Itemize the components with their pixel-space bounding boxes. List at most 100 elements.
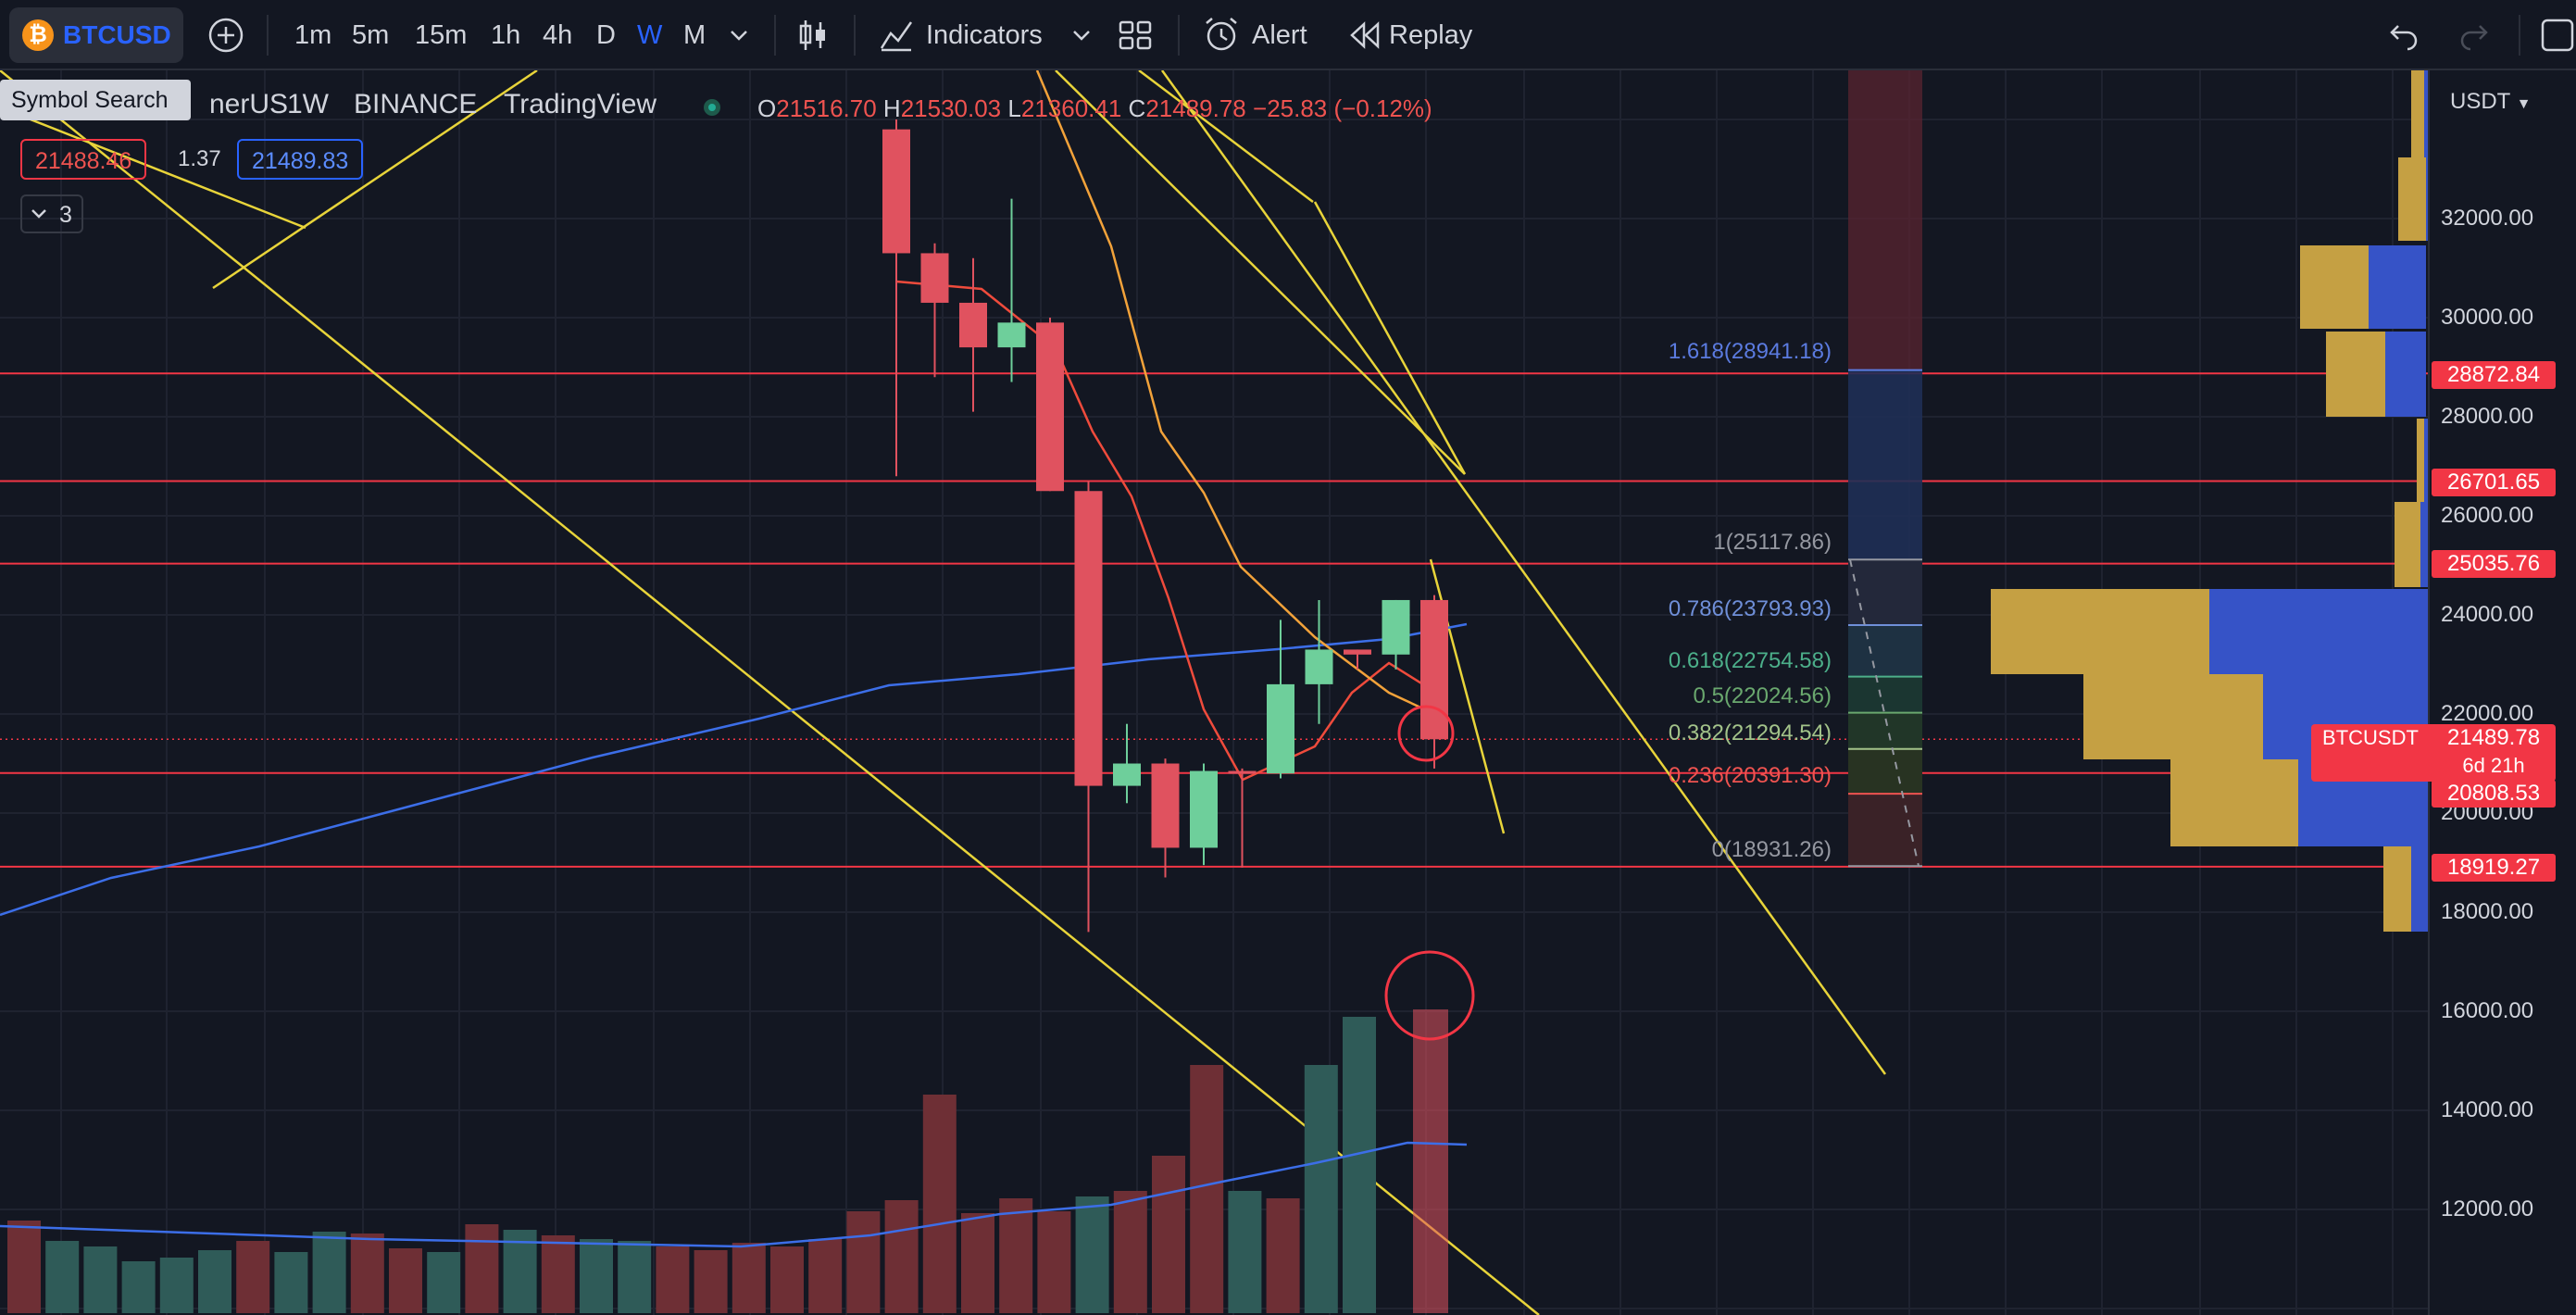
moving-averages <box>0 70 1468 1248</box>
fib-zone-0236 <box>1848 794 1922 867</box>
alarm-clock-icon[interactable] <box>1202 15 1241 54</box>
chevron-down-icon[interactable] <box>1070 26 1093 44</box>
candle-body <box>1267 683 1294 774</box>
candle-body <box>997 322 1026 348</box>
indicators-icon[interactable] <box>878 17 915 54</box>
volume-bar <box>1190 1065 1224 1313</box>
volume-bar <box>45 1241 80 1313</box>
price-tick: 14000.00 <box>2441 1097 2534 1122</box>
volume-bar <box>656 1246 690 1313</box>
fullscreen-icon[interactable] <box>2539 17 2576 54</box>
fib-zone-0618 <box>1848 676 1922 713</box>
timeframe-1m[interactable]: 1m <box>294 20 332 50</box>
undo-icon[interactable] <box>2387 19 2420 52</box>
candle-body <box>1074 491 1103 786</box>
toolbar-separator <box>2519 15 2520 56</box>
timeframe-1h[interactable]: 1h <box>491 20 521 50</box>
currency-selector[interactable]: USDT ▼ <box>2450 89 2532 114</box>
ma-red <box>895 280 1434 782</box>
annotation-circle-price <box>1397 705 1455 762</box>
candle-body <box>1420 599 1448 740</box>
candle-body <box>1228 770 1257 774</box>
volume-bar <box>1343 1017 1376 1313</box>
timeframe-d[interactable]: D <box>596 20 616 50</box>
candle-body <box>1190 770 1218 848</box>
chevron-down-icon[interactable] <box>728 26 750 44</box>
trend-line <box>0 106 306 230</box>
bar-countdown: 6d 21h <box>2462 754 2525 777</box>
symbol-search-button[interactable]: ₿ BTCUSD <box>9 7 183 63</box>
indicators-collapse-button[interactable]: 3 <box>20 194 83 233</box>
volume-bar <box>580 1239 613 1313</box>
volume-bar <box>121 1261 156 1313</box>
candle-body <box>882 129 910 254</box>
redo-icon[interactable] <box>2457 19 2491 52</box>
chart-canvas[interactable] <box>0 70 2428 1315</box>
ma-orange <box>1035 70 1445 720</box>
add-symbol-icon[interactable] <box>207 17 244 54</box>
timeframe-w[interactable]: W <box>637 20 663 50</box>
legend-symbol: nerUS <box>209 89 289 119</box>
toolbar-separator <box>267 15 269 56</box>
volume-bar <box>503 1230 537 1313</box>
timeframe-5m[interactable]: 5m <box>352 20 390 50</box>
fib-label-1618: 1.618(28941.18) <box>1668 339 1832 364</box>
change-value: −25.83 (−0.12%) <box>1253 94 1432 122</box>
fib-label-05: 0.5(22024.56) <box>1693 683 1832 708</box>
volume-profile-up <box>2326 332 2385 417</box>
high-value: 21530.03 <box>900 94 1002 122</box>
indicators-button[interactable]: Indicators <box>926 20 1043 50</box>
fib-label-1: 1(25117.86) <box>1713 530 1832 555</box>
price-tick: 12000.00 <box>2441 1196 2534 1221</box>
sell-price-box[interactable]: 21488.46 <box>20 139 147 180</box>
timeframe-m[interactable]: M <box>683 20 707 50</box>
timeframe-4h[interactable]: 4h <box>543 20 573 50</box>
fib-zone-top <box>1848 70 1922 370</box>
price-axis[interactable] <box>2428 70 2576 1315</box>
fib-label-0236: 0.236(20391.30) <box>1668 763 1832 788</box>
fib-label-0786: 0.786(23793.93) <box>1668 596 1832 621</box>
volume-bar <box>1304 1065 1338 1313</box>
alert-button[interactable]: Alert <box>1252 20 1307 50</box>
volume-bar <box>83 1246 118 1313</box>
legend-interval: 1W <box>287 89 329 119</box>
volume-profile-up <box>2417 419 2424 504</box>
market-status-dot <box>704 99 720 116</box>
price-tick: 26000.00 <box>2441 503 2534 528</box>
candle-body <box>1113 763 1141 786</box>
fib-retracement-zone <box>1848 70 1922 868</box>
close-value: 21489.78 <box>1145 94 1246 122</box>
replay-button[interactable]: Replay <box>1389 20 1473 50</box>
volume-profile-up <box>2170 759 2298 846</box>
volume-bar <box>694 1250 728 1313</box>
buy-price-box[interactable]: 21489.83 <box>237 139 364 180</box>
low-value: 21360.41 <box>1020 94 1122 122</box>
volume-profile-down <box>2426 157 2428 241</box>
volume-profile-down <box>2411 846 2428 932</box>
candlestick-chart-type-icon[interactable] <box>794 17 832 54</box>
open-value: 21516.70 <box>776 94 877 122</box>
fib-label-0618: 0.618(22754.58) <box>1668 648 1832 673</box>
volume-bar <box>884 1200 919 1313</box>
volume-profile-down <box>2369 245 2426 329</box>
volume-profile-up <box>2083 674 2263 759</box>
volume-bar <box>999 1198 1033 1313</box>
volume-bar <box>274 1252 308 1313</box>
volume-bar <box>922 1095 957 1313</box>
trend-line <box>1160 70 1887 1075</box>
price-tick: 16000.00 <box>2441 998 2534 1023</box>
timeframe-15m[interactable]: 15m <box>415 20 468 50</box>
legend-source: TradingView <box>504 89 657 119</box>
layout-grid-icon[interactable] <box>1117 17 1154 54</box>
fib-label-0: 0(18931.26) <box>1711 837 1832 862</box>
toolbar-separator <box>854 15 856 56</box>
replay-rewind-icon[interactable] <box>1348 20 1382 50</box>
trend-line <box>1138 70 1314 203</box>
symbol-legend[interactable]: nerUS <box>209 89 288 120</box>
ohlc-values: O21516.70 H21530.03 L21360.41 C21489.78 … <box>757 94 1432 122</box>
volume-bar <box>1266 1198 1300 1313</box>
current-price-label: BTCUSDT 21489.78 6d 21h <box>2311 724 2556 782</box>
volume-bar <box>350 1234 384 1313</box>
volume-bar <box>1075 1196 1109 1313</box>
candle-body <box>1344 649 1371 655</box>
